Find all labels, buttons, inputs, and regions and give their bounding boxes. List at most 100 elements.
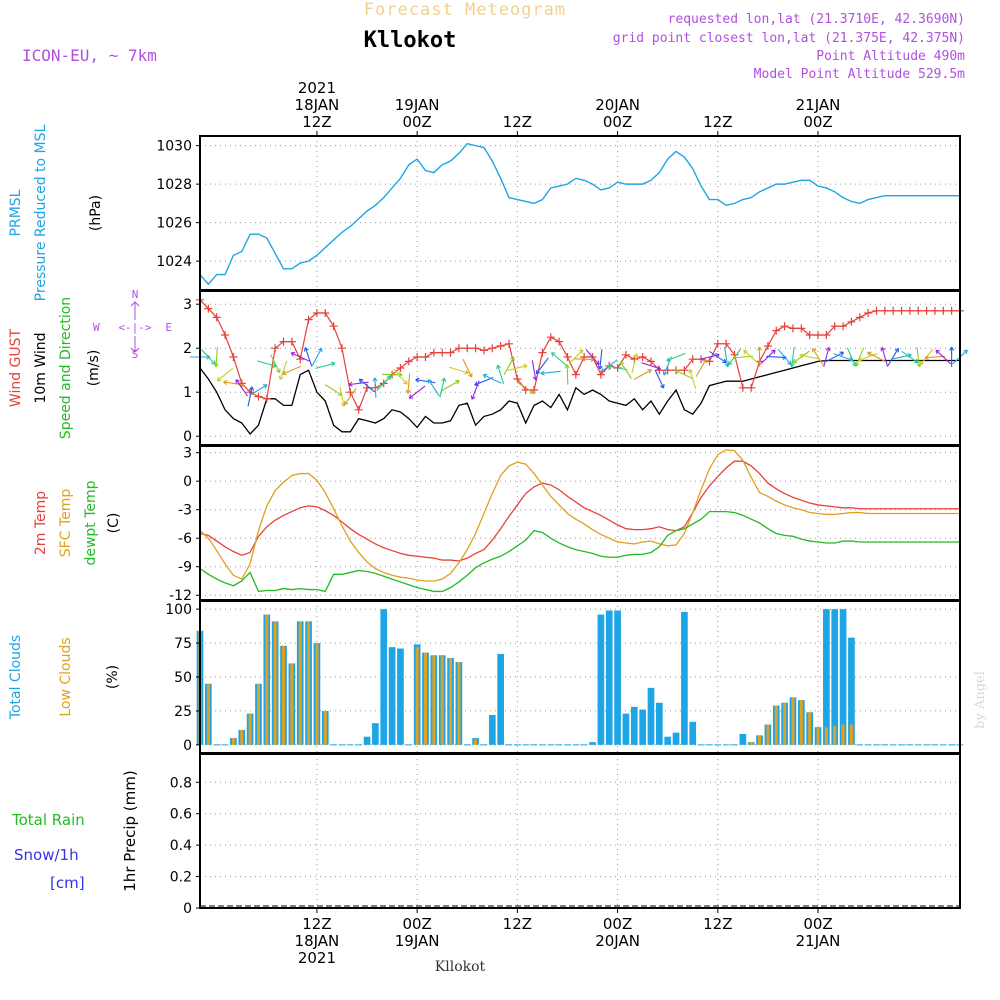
watermark: by Angel xyxy=(973,671,988,729)
wind-direction-arrow xyxy=(881,347,889,367)
total-cloud-bar xyxy=(831,609,839,745)
wind-gust-marker xyxy=(312,309,321,317)
wind-direction-arrow xyxy=(339,386,345,407)
wind-gust-marker xyxy=(337,344,346,353)
wind-gust-marker xyxy=(788,324,797,333)
wind-gust-marker xyxy=(747,383,756,392)
wind-direction-arrow xyxy=(675,369,694,380)
ytick-label: 0 xyxy=(183,429,192,445)
wind-gust-marker xyxy=(571,370,580,379)
low-cloud-bar xyxy=(849,724,853,745)
wind-direction-arrowhead xyxy=(482,373,488,379)
wind-direction-arrow xyxy=(282,365,302,375)
ytick-label: 3 xyxy=(183,297,192,313)
wind-gust-marker xyxy=(822,331,831,339)
low-cloud-bar xyxy=(774,705,778,745)
wind-gust-marker xyxy=(429,348,438,357)
wind-direction-arrowhead xyxy=(386,375,392,381)
wind-direction-arrowhead xyxy=(732,355,737,361)
wind-direction-arrowhead xyxy=(662,371,668,376)
total-cloud-bar xyxy=(605,610,613,745)
wind-direction-arrowhead xyxy=(858,356,863,362)
wind-direction-arrow xyxy=(216,367,234,382)
wind-gust-marker xyxy=(538,348,547,357)
wind-direction-arrowhead xyxy=(919,360,925,366)
ytick-label: 25 xyxy=(174,704,192,720)
wind-direction-arrowhead xyxy=(540,370,545,376)
ytick-label: 75 xyxy=(174,636,192,652)
data-layer xyxy=(190,142,968,907)
low-cloud-bar xyxy=(766,724,770,745)
wind-gust-marker xyxy=(621,350,630,359)
wind-direction-arrowhead xyxy=(441,377,447,383)
low-cloud-bar xyxy=(256,683,260,745)
wind-gust-marker xyxy=(212,313,221,322)
wind-gust-marker xyxy=(479,346,488,355)
ytick-label: 0.8 xyxy=(170,775,192,791)
wind-direction-arrowhead xyxy=(405,389,411,394)
ytick-label: 1028 xyxy=(156,177,192,193)
wind-gust-marker xyxy=(396,364,405,372)
wind-direction-arrow xyxy=(633,369,652,380)
wind-direction-arrowhead xyxy=(523,363,528,369)
wind-direction-arrow xyxy=(585,349,600,365)
pressure-label: (hPa) xyxy=(88,195,104,231)
wind-direction-arrowhead xyxy=(474,381,479,387)
wind-gust-marker xyxy=(404,357,413,366)
wind-direction-arrowhead xyxy=(216,376,222,382)
wind-direction-arrow xyxy=(311,347,323,367)
wind-direction-arrowhead xyxy=(727,360,733,366)
total-cloud-bar xyxy=(664,736,672,745)
wind-direction-arrowhead xyxy=(317,347,323,353)
wind-direction-arrow xyxy=(823,347,830,367)
wind-gust-marker xyxy=(930,306,939,315)
total-cloud-bar xyxy=(388,647,396,745)
wind-direction-arrow xyxy=(393,369,408,385)
time-label-top: 2021 xyxy=(298,79,336,97)
low-cloud-bar xyxy=(474,739,478,745)
wind-direction-arrowhead xyxy=(455,379,460,385)
wind-label: (m/s) xyxy=(86,350,102,387)
wind-gust-marker xyxy=(262,394,271,403)
header-title-top: Forecast Meteogram xyxy=(364,0,566,20)
wind-gust-line xyxy=(199,299,960,412)
wind-direction-arrow xyxy=(666,352,686,362)
wind-gust-marker xyxy=(354,405,363,414)
wind-direction-arrow xyxy=(507,365,528,371)
time-label-top: 00Z xyxy=(803,113,832,131)
tick-labels: 10241026102810300123-12-9-6-303025507510… xyxy=(156,79,840,967)
gridpoint-coords: grid point closest lon,lat (21.375E, 42.… xyxy=(613,31,965,46)
wind-gust-marker xyxy=(855,313,864,322)
low-cloud-bar xyxy=(248,713,252,745)
wind-direction-arrowhead xyxy=(282,370,287,376)
total-cloud-bar xyxy=(380,609,388,745)
temp-label: 2m Temp xyxy=(33,491,49,555)
wind-direction-arrowhead xyxy=(535,369,541,375)
location-title: Kllokot xyxy=(364,28,457,53)
wind-gust-marker xyxy=(889,306,898,315)
low-cloud-bar xyxy=(816,727,820,745)
wind-direction-arrow xyxy=(290,352,310,362)
time-label-top: 19JAN xyxy=(395,96,440,114)
wind-direction-arrowhead xyxy=(278,375,284,381)
total-cloud-bar xyxy=(839,609,847,745)
wind-direction-arrow xyxy=(257,360,277,367)
ytick-label: 1 xyxy=(183,385,192,401)
wind-gust-marker xyxy=(505,339,514,348)
wind-direction-arrowhead xyxy=(398,372,403,378)
low-cloud-bar xyxy=(423,652,427,745)
temp-2m-line xyxy=(199,460,960,562)
ytick-label: 1024 xyxy=(156,254,192,270)
ytick-label: 0 xyxy=(183,901,192,917)
total-cloud-bar xyxy=(372,723,379,745)
requested-coords: requested lon,lat (21.3710E, 42.3690N) xyxy=(668,12,965,27)
wind-direction-arrow xyxy=(408,385,426,399)
wind-gust-marker xyxy=(446,348,455,357)
wind-direction-arrowhead xyxy=(235,379,240,384)
low-cloud-bar xyxy=(749,742,753,745)
wind-gust-marker xyxy=(496,342,505,350)
temp-label: dewpt Temp xyxy=(83,480,99,565)
wind-gust-marker xyxy=(797,324,806,333)
wind-direction-arrow xyxy=(348,381,369,386)
